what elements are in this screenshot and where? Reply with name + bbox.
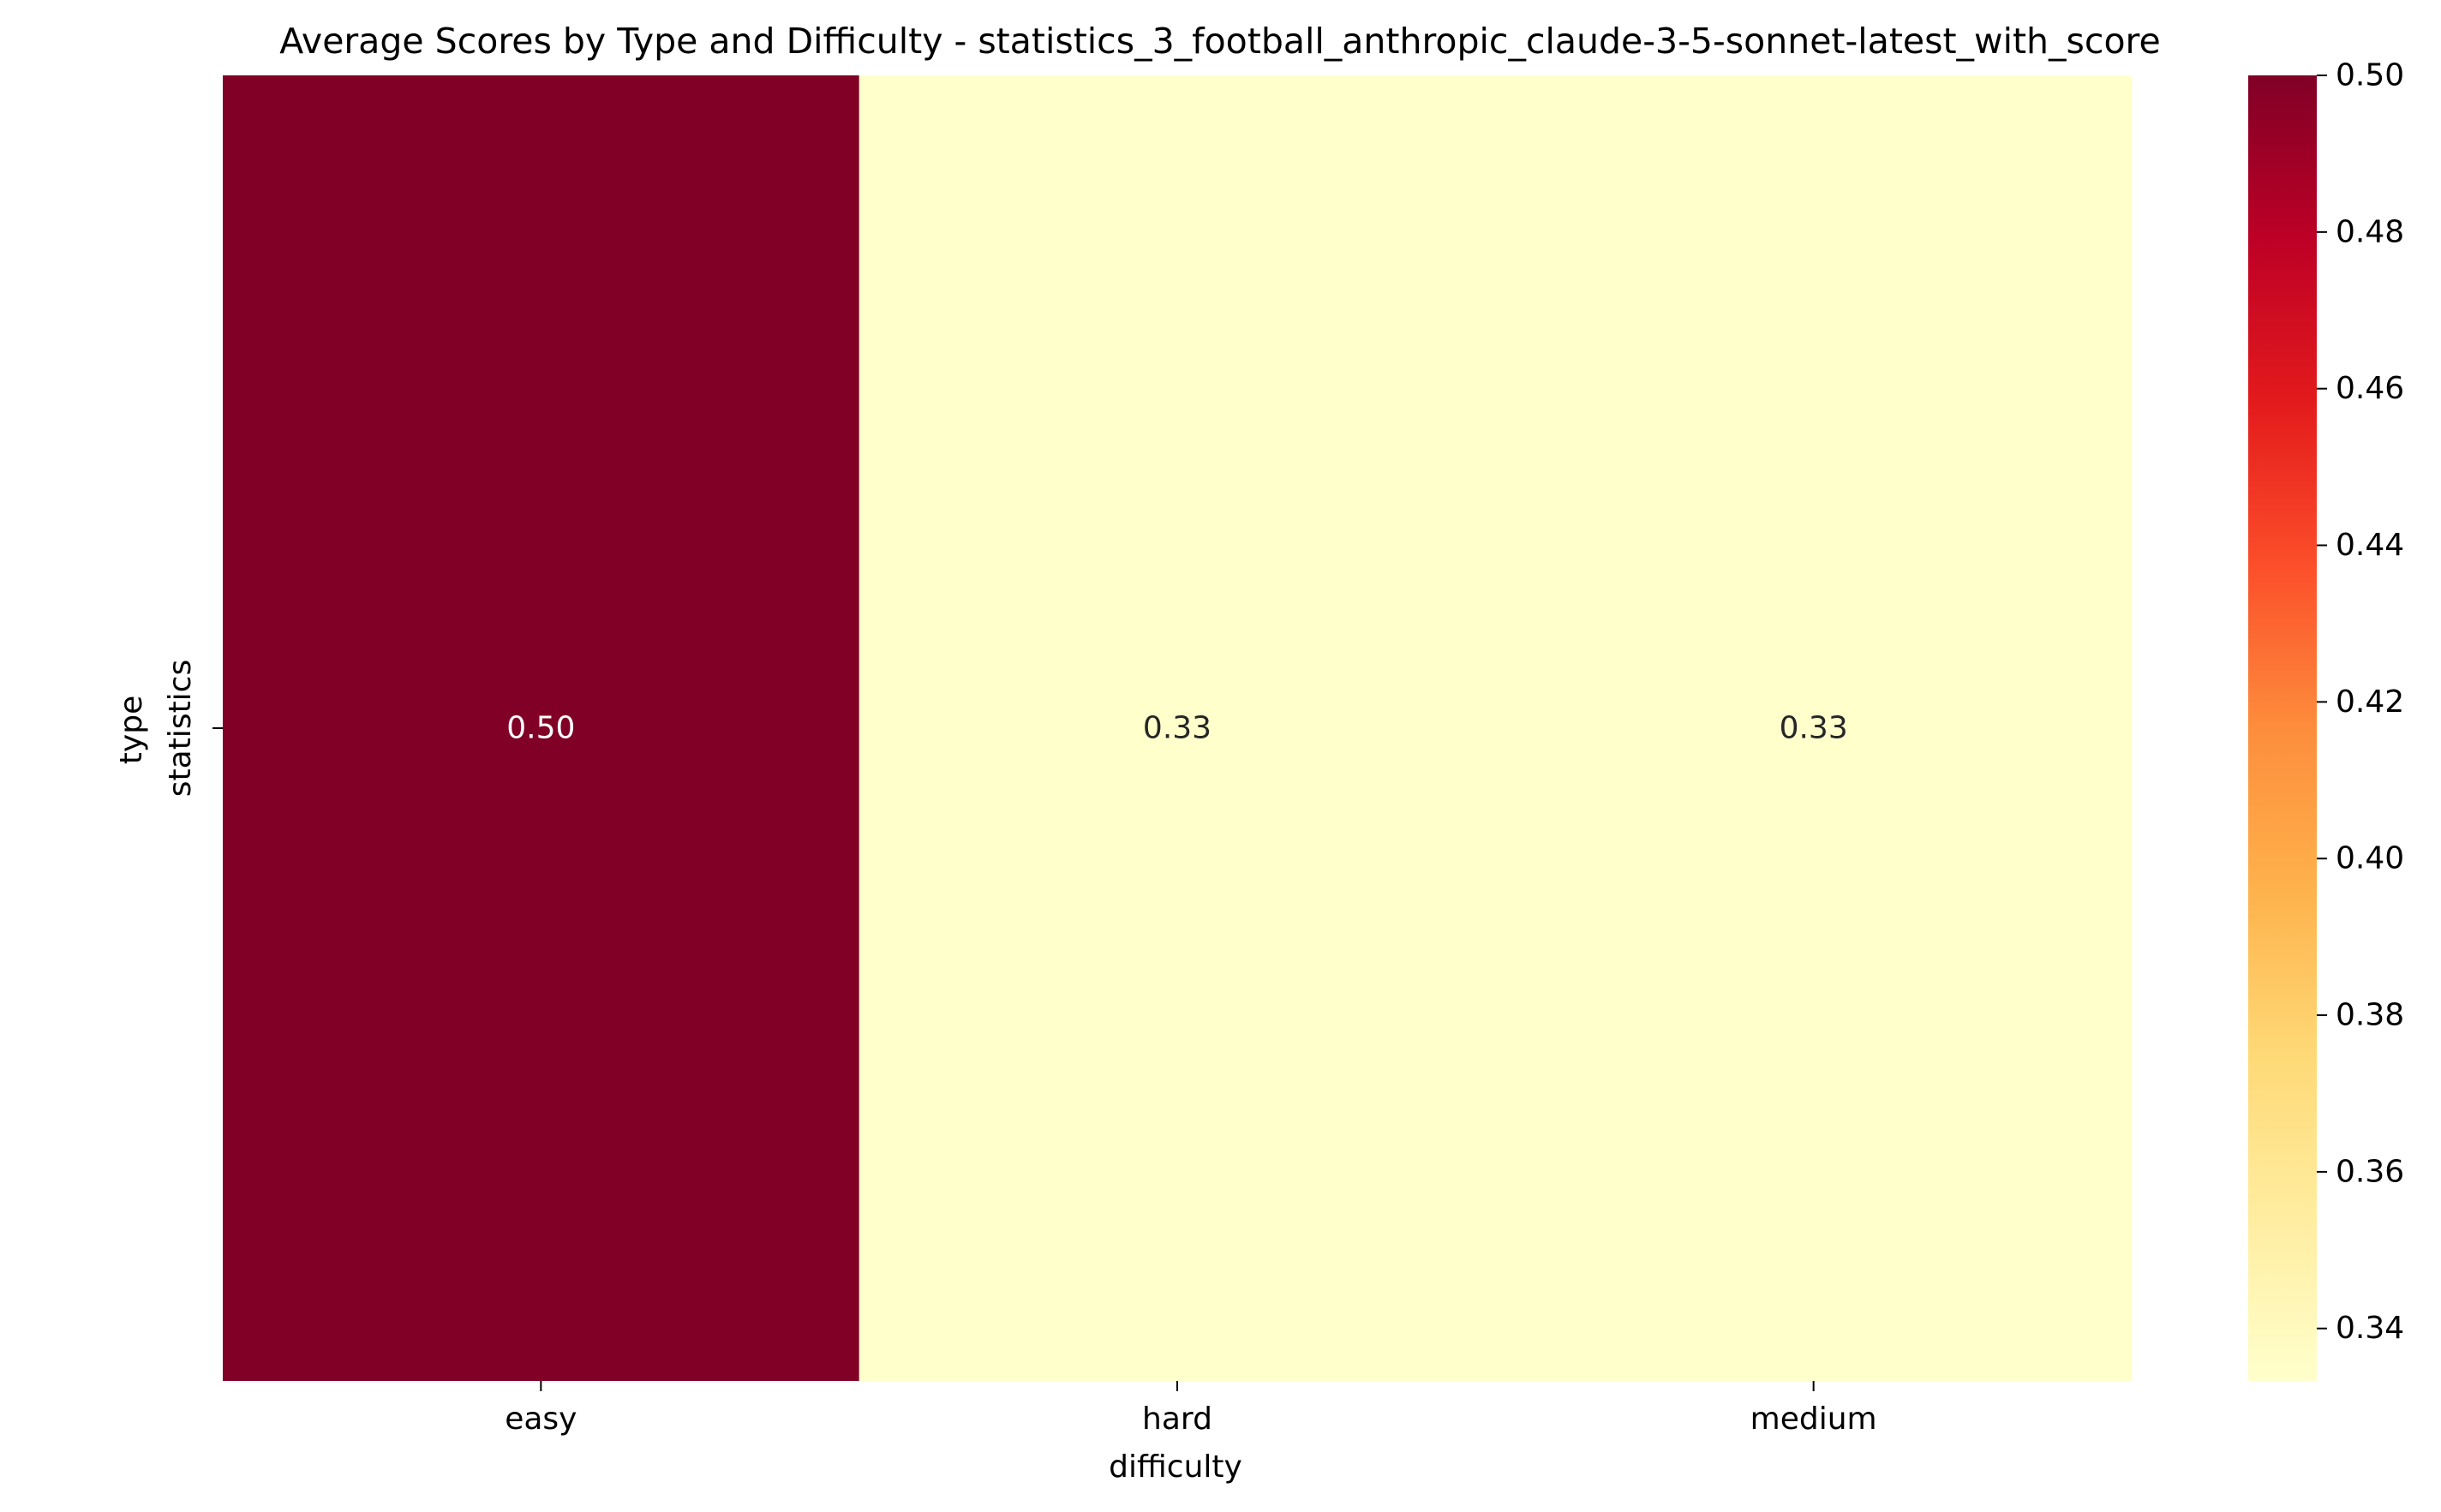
plot-area: 0.50 0.33 0.33 easy hard medium statistics [163, 75, 2133, 1437]
x-tick-label: easy [505, 1401, 577, 1437]
colorbar-tick-label: 0.50 [2336, 58, 2404, 93]
colorbar-tick-label: 0.40 [2336, 841, 2404, 876]
heatmap-cell-statistics-medium [1495, 75, 2133, 1381]
x-tick-label: medium [1750, 1401, 1877, 1437]
heatmap-cell-statistics-hard [859, 75, 1496, 1381]
y-axis-label: type [114, 696, 149, 764]
colorbar-tick-label: 0.46 [2336, 371, 2404, 406]
cell-annotation: 0.33 [1143, 711, 1212, 746]
y-tick-label: statistics [163, 660, 198, 797]
cell-annotation: 0.50 [506, 711, 575, 746]
colorbar-tick-label: 0.34 [2336, 1311, 2404, 1346]
colorbar-tick-label: 0.44 [2336, 528, 2404, 563]
heatmap-cell-statistics-easy [223, 75, 860, 1381]
colorbar-tick-label: 0.48 [2336, 214, 2404, 249]
colorbar-tick-label: 0.38 [2336, 998, 2404, 1033]
cell-annotation: 0.33 [1780, 711, 1848, 746]
x-axis-label: difficulty [1109, 1449, 1242, 1485]
colorbar-gradient [2248, 75, 2317, 1381]
chart-title: Average Scores by Type and Difficulty - … [279, 21, 2160, 62]
colorbar-tick-label: 0.42 [2336, 684, 2404, 720]
x-tick-label: hard [1142, 1401, 1212, 1437]
colorbar: 0.34 0.36 0.38 0.40 0.42 0.44 0.46 0.48 0.50 [2248, 58, 2404, 1381]
colorbar-tick-label: 0.36 [2336, 1154, 2404, 1189]
